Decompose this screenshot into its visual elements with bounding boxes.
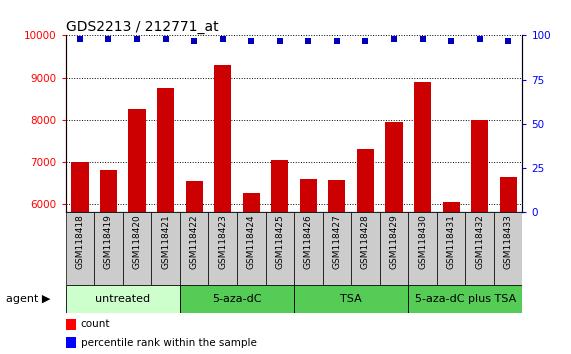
Bar bbox=[66, 285, 180, 313]
Bar bbox=[71, 162, 89, 354]
Point bbox=[104, 36, 113, 42]
Point bbox=[247, 38, 256, 44]
Point bbox=[161, 36, 170, 42]
Text: GSM118421: GSM118421 bbox=[161, 215, 170, 269]
Bar bbox=[294, 212, 323, 285]
Bar bbox=[128, 109, 146, 354]
Point bbox=[361, 38, 370, 44]
Bar bbox=[294, 285, 408, 313]
Bar bbox=[208, 212, 237, 285]
Text: GSM118430: GSM118430 bbox=[418, 215, 427, 269]
Bar bbox=[408, 285, 522, 313]
Text: GSM118428: GSM118428 bbox=[361, 215, 370, 269]
Text: GSM118419: GSM118419 bbox=[104, 215, 113, 269]
Bar bbox=[151, 212, 180, 285]
Point bbox=[275, 38, 284, 44]
Text: GSM118431: GSM118431 bbox=[447, 215, 456, 269]
Text: GSM118429: GSM118429 bbox=[389, 215, 399, 269]
Bar bbox=[271, 160, 288, 354]
Point bbox=[218, 36, 227, 42]
Bar bbox=[437, 212, 465, 285]
Text: agent ▶: agent ▶ bbox=[6, 294, 50, 304]
Bar bbox=[465, 212, 494, 285]
Text: GSM118432: GSM118432 bbox=[475, 215, 484, 269]
Bar bbox=[266, 212, 294, 285]
Bar bbox=[385, 122, 403, 354]
Bar bbox=[180, 285, 294, 313]
Bar bbox=[100, 170, 117, 354]
Point bbox=[418, 36, 427, 42]
Bar bbox=[66, 337, 76, 348]
Text: GSM118427: GSM118427 bbox=[332, 215, 341, 269]
Bar bbox=[66, 212, 94, 285]
Text: GSM118424: GSM118424 bbox=[247, 215, 256, 269]
Text: GSM118433: GSM118433 bbox=[504, 215, 513, 269]
Bar bbox=[214, 65, 231, 354]
Bar bbox=[300, 179, 317, 354]
Bar bbox=[471, 120, 488, 354]
Text: GSM118420: GSM118420 bbox=[132, 215, 142, 269]
Bar bbox=[380, 212, 408, 285]
Text: 5-aza-dC: 5-aza-dC bbox=[212, 294, 262, 304]
Bar bbox=[414, 82, 431, 354]
Text: GSM118423: GSM118423 bbox=[218, 215, 227, 269]
Bar bbox=[328, 179, 345, 354]
Text: GSM118425: GSM118425 bbox=[275, 215, 284, 269]
Point bbox=[332, 38, 341, 44]
Point bbox=[389, 36, 399, 42]
Point bbox=[304, 38, 313, 44]
Text: 5-aza-dC plus TSA: 5-aza-dC plus TSA bbox=[415, 294, 516, 304]
Text: untreated: untreated bbox=[95, 294, 150, 304]
Bar bbox=[494, 212, 522, 285]
Text: TSA: TSA bbox=[340, 294, 362, 304]
Point bbox=[504, 38, 513, 44]
Bar bbox=[500, 177, 517, 354]
Point bbox=[132, 36, 142, 42]
Bar bbox=[157, 88, 174, 354]
Bar bbox=[94, 212, 123, 285]
Bar bbox=[443, 202, 460, 354]
Bar bbox=[323, 212, 351, 285]
Bar bbox=[408, 212, 437, 285]
Bar bbox=[180, 212, 208, 285]
Bar bbox=[237, 212, 266, 285]
Text: percentile rank within the sample: percentile rank within the sample bbox=[81, 338, 256, 348]
Point bbox=[475, 36, 484, 42]
Text: GSM118422: GSM118422 bbox=[190, 215, 199, 269]
Bar bbox=[123, 212, 151, 285]
Point bbox=[447, 38, 456, 44]
Text: GSM118418: GSM118418 bbox=[75, 215, 85, 269]
Text: GSM118426: GSM118426 bbox=[304, 215, 313, 269]
Bar bbox=[186, 181, 203, 354]
Text: GDS2213 / 212771_at: GDS2213 / 212771_at bbox=[66, 21, 218, 34]
Point bbox=[75, 36, 85, 42]
Point bbox=[190, 38, 199, 44]
Bar bbox=[66, 319, 76, 330]
Bar bbox=[351, 212, 380, 285]
Bar bbox=[357, 149, 374, 354]
Bar bbox=[243, 193, 260, 354]
Text: count: count bbox=[81, 319, 110, 330]
